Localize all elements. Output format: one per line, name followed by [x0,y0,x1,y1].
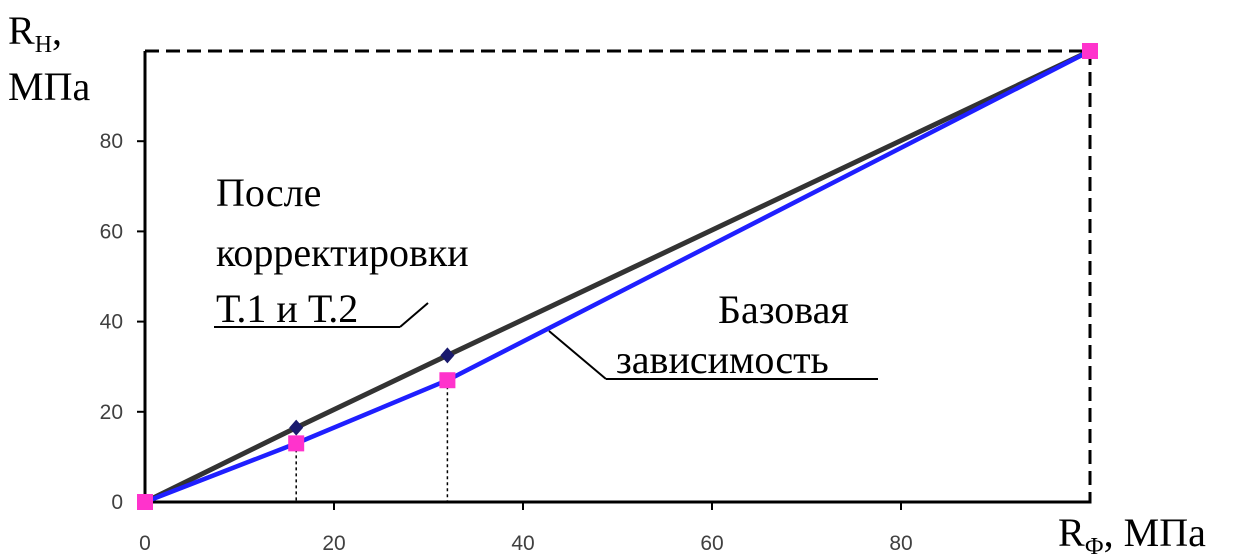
y-tick-label: 20 [100,401,123,424]
annotation-after-leader [399,302,429,328]
x-tick-label: 80 [889,532,912,555]
annotation-after-line-3: Т.1 и Т.2 [216,286,358,331]
y-tick-label: 60 [100,220,123,243]
y-tick-label: 80 [100,130,123,153]
annotation-base-line-1: Базовая [718,287,849,332]
data-point-diamond [440,347,455,364]
series-line [143,48,1092,505]
y-tick-label: 40 [100,311,123,334]
x-tick-label: 20 [322,532,345,555]
data-point-square [1082,43,1098,59]
x-tick-label: 0 [139,532,151,555]
y-tick-label: 0 [111,491,123,514]
y-axis-unit: МПа [8,64,90,109]
data-point-diamond [289,419,304,436]
annotation-after-line-1: После [216,170,321,215]
x-tick-label: 60 [700,532,723,555]
x-tick-label: 40 [511,532,534,555]
x-axis-title: RФ, МПа [1058,510,1206,557]
data-point-square [137,494,153,510]
data-point-square [288,435,305,452]
y-axis-title: RН, [8,8,62,58]
annotation-base-leader [548,330,607,380]
data-point-square [439,372,456,389]
annotation-after-line-2: корректировки [216,230,469,275]
annotation-base-line-2: зависимость [616,337,829,382]
series-line [144,48,1092,505]
